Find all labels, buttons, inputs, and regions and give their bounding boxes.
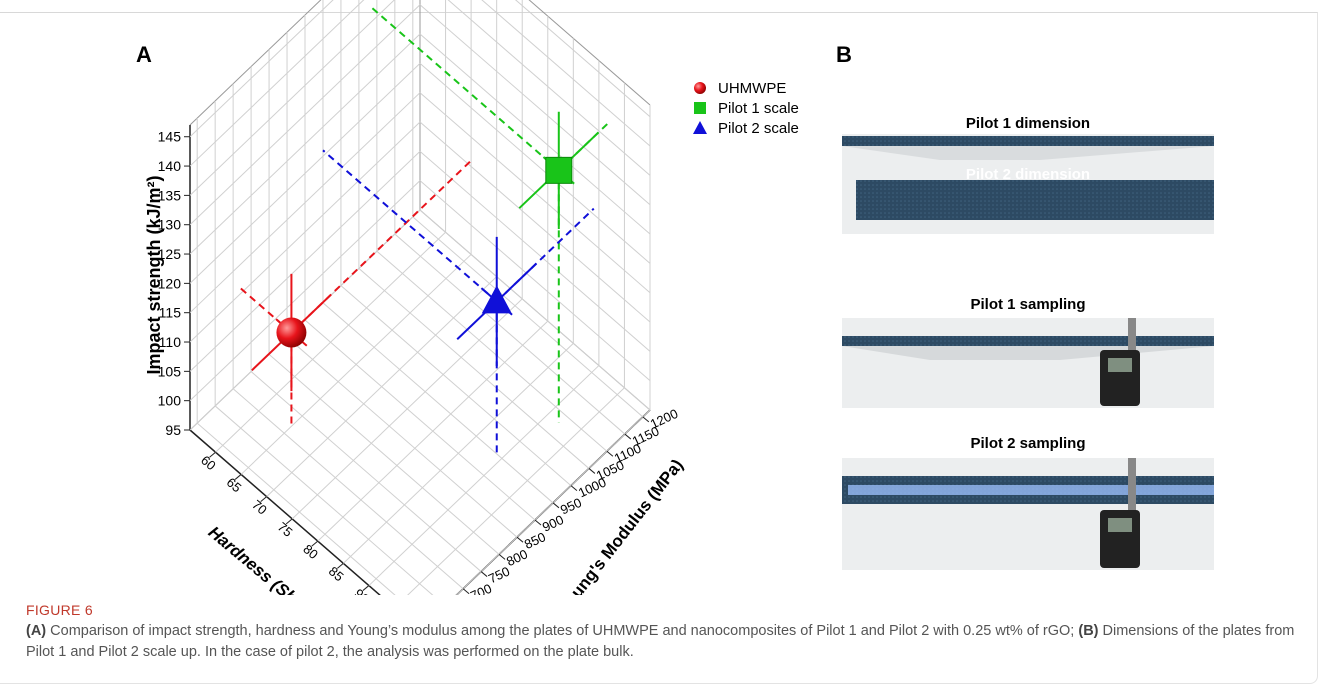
photo-label: Pilot 2 dimension xyxy=(966,166,1090,183)
legend-label: Pilot 2 scale xyxy=(718,120,799,137)
photo-label: Pilot 1 dimension xyxy=(966,115,1090,132)
photo: Pilot 1 sampling xyxy=(842,296,1214,408)
y-tick-label: 950 xyxy=(558,495,584,518)
z-tick-label: 100 xyxy=(158,393,182,409)
grid-line xyxy=(420,181,650,381)
caption: FIGURE 6 (A) Comparison of impact streng… xyxy=(26,600,1296,663)
x-tick-label: 90 xyxy=(351,586,372,595)
x-tick-label: 70 xyxy=(249,497,270,518)
projection-line xyxy=(370,6,559,170)
grid-line xyxy=(197,423,427,595)
grid-line xyxy=(420,34,650,234)
grid-line xyxy=(420,63,650,263)
caption-tag: (B) xyxy=(1078,623,1098,639)
grid-line xyxy=(420,0,650,175)
z-tick-label: 95 xyxy=(165,422,181,438)
grid-line xyxy=(420,0,650,117)
grid-line xyxy=(420,122,650,322)
legend-marker xyxy=(694,82,706,94)
x-tick-label: 75 xyxy=(275,519,296,540)
axis-box xyxy=(420,410,650,595)
caption-label: FIGURE 6 xyxy=(26,600,1296,621)
legend-marker xyxy=(694,102,706,114)
grid-line xyxy=(420,410,650,595)
y-tick-label: 1200 xyxy=(648,406,681,432)
caption-tag: (A) xyxy=(26,623,46,639)
x-tick-label: 85 xyxy=(326,563,347,584)
x-tick-label: 65 xyxy=(224,475,245,496)
z-tick-label: 140 xyxy=(158,158,182,174)
caption-text: (A) Comparison of impact strength, hardn… xyxy=(26,621,1296,663)
y-axis-title: Young's Modulus (MPa) xyxy=(554,456,686,595)
x-tick-label: 60 xyxy=(198,452,219,473)
point xyxy=(276,317,306,347)
legend-label: Pilot 1 scale xyxy=(718,100,799,117)
y-tick-label: 900 xyxy=(540,512,566,535)
x-tick-label: 80 xyxy=(300,541,321,562)
legend-label: UHMWPE xyxy=(718,80,786,97)
z-axis-title: Impact strength (kJ/m²) xyxy=(144,175,164,374)
y-tick-label: 800 xyxy=(504,546,530,569)
axis-box xyxy=(420,0,650,105)
point xyxy=(546,157,572,183)
grid-line xyxy=(420,151,650,351)
panel-label: B xyxy=(836,42,852,67)
y-tick-label: 750 xyxy=(486,564,512,587)
photo-label: Pilot 2 sampling xyxy=(970,435,1085,452)
z-tick-label: 145 xyxy=(158,129,182,145)
photo: Pilot 2 sampling xyxy=(842,435,1214,570)
figure: A B Pilot 1 dimension Pilot 2 dimension … xyxy=(0,0,1320,595)
grid-line xyxy=(420,5,650,205)
x-axis-title: Hardness (Shore D) xyxy=(205,523,339,595)
photo: Pilot 1 dimension Pilot 2 dimension xyxy=(842,115,1214,234)
y-tick-label: 850 xyxy=(522,529,548,552)
photo-label: Pilot 1 sampling xyxy=(970,296,1085,313)
legend-marker xyxy=(693,121,707,134)
caption-body: Comparison of impact strength, hardness … xyxy=(46,623,1078,639)
panel-label: A xyxy=(136,42,152,67)
y-axis-line xyxy=(420,410,650,595)
grid-line xyxy=(420,0,650,146)
